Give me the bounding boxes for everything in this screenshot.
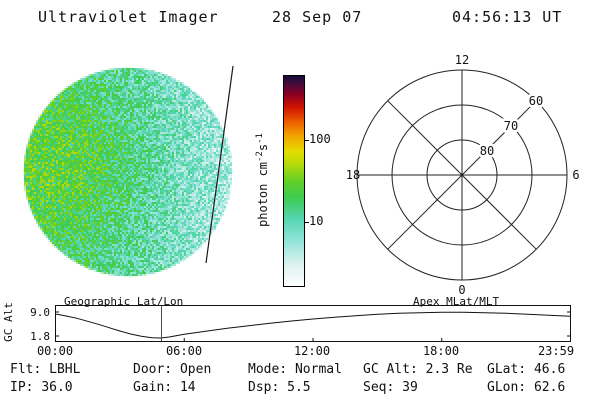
colorbar-axis-label: photon cm-2s-1 (255, 74, 271, 286)
status-ip-value: 36.0 (41, 380, 73, 395)
status-flt: Flt: LBHL (10, 362, 80, 377)
colorbar-tick-label-100: 100 (309, 132, 331, 147)
x-tick-label-2359-18: 18:00 (422, 344, 460, 358)
status-seq-value: 39 (402, 380, 418, 395)
status-gc-alt: GC Alt: 2.3 Re (363, 362, 473, 377)
status-dsp-value: 5.5 (287, 380, 311, 395)
colorbar-gradient (284, 76, 304, 286)
mlt-label-6: 6 (572, 168, 579, 182)
status-gain-label: Gain: (133, 380, 173, 395)
mlt-label-0: 0 (458, 283, 465, 297)
status-mode: Mode: Normal (248, 362, 342, 377)
status-glon-label: GLon: (487, 380, 527, 395)
x-axis-ticks (55, 338, 571, 341)
mlt-spoke-diag2 (387, 100, 537, 250)
status-glon: GLon: 62.6 (487, 380, 565, 395)
y-tick-label-1-8: 1.8 (30, 330, 50, 343)
status-flt-label: Flt: (10, 362, 42, 377)
y-axis-ticks (55, 311, 571, 337)
mlat-label-80: 80 (480, 144, 494, 158)
mlt-label-12: 12 (455, 53, 469, 67)
status-ip-label: IP: (10, 380, 34, 395)
header-time: 04:56:13 UT (452, 8, 563, 26)
status-dsp-label: Dsp: (248, 380, 280, 395)
status-gain-value: 14 (179, 380, 196, 395)
geo-latlon-label: Geographic Lat/Lon (64, 295, 184, 308)
status-glat: GLat: 46.6 (487, 362, 565, 377)
gc-alt-curve (55, 311, 571, 339)
status-door: Door: Open (133, 362, 211, 377)
colorbar-tick-label-10: 10 (309, 214, 324, 228)
y-tick-label-9: 9.0 (30, 306, 50, 319)
colorbar-unit-text2: s (256, 143, 270, 152)
status-door-value: Open (179, 362, 212, 377)
colorbar-unit-exp2: -1 (255, 133, 265, 144)
status-dsp: Dsp: 5.5 (248, 380, 311, 395)
colorbar-unit-text: photon cm (256, 161, 270, 227)
status-glat-value: 46.6 (533, 362, 566, 377)
status-door-label: Door: (133, 362, 173, 377)
uv-earth-disk-image (22, 66, 234, 278)
status-glat-label: GLat: (487, 362, 527, 377)
colorbar (283, 75, 305, 287)
x-tick-label-0600: 06:00 (165, 344, 203, 358)
x-tick-label-0000: 00:00 (36, 344, 74, 358)
gc-alt-axis-label: GC Alt (2, 302, 15, 342)
apex-mlat-label: Apex MLat/MLT (413, 295, 500, 308)
gc-alt-strip-chart (55, 305, 571, 342)
status-flt-value: LBHL (49, 362, 81, 377)
colorbar-tick-mark (305, 222, 309, 223)
status-gain: Gain: 14 (133, 380, 196, 395)
strip-chart-frame (55, 305, 571, 342)
polar-grid-plot: 12 18 6 0 60 70 80 (346, 53, 580, 297)
mlat-label-70: 70 (504, 119, 518, 133)
colorbar-tick-mark (305, 140, 309, 142)
app-title: Ultraviolet Imager (38, 8, 219, 26)
scan-line (205, 65, 234, 264)
mlt-label-18: 18 (346, 168, 360, 182)
colorbar-unit-exp1: -2 (255, 151, 265, 162)
status-glon-value: 62.6 (533, 380, 566, 395)
x-tick-label-2359: 23:59 (537, 344, 575, 358)
status-gc-alt-value: 2.3 Re (425, 362, 473, 377)
status-gc-alt-label: GC Alt: (363, 362, 418, 377)
mlat-label-60: 60 (529, 94, 543, 108)
status-ip: IP: 36.0 (10, 380, 73, 395)
x-tick-label-1200: 12:00 (293, 344, 331, 358)
status-seq-label: Seq: (363, 380, 395, 395)
status-mode-label: Mode: (248, 362, 288, 377)
status-mode-value: Normal (294, 362, 342, 377)
status-seq: Seq: 39 (363, 380, 418, 395)
header-date: 28 Sep 07 (272, 8, 363, 26)
